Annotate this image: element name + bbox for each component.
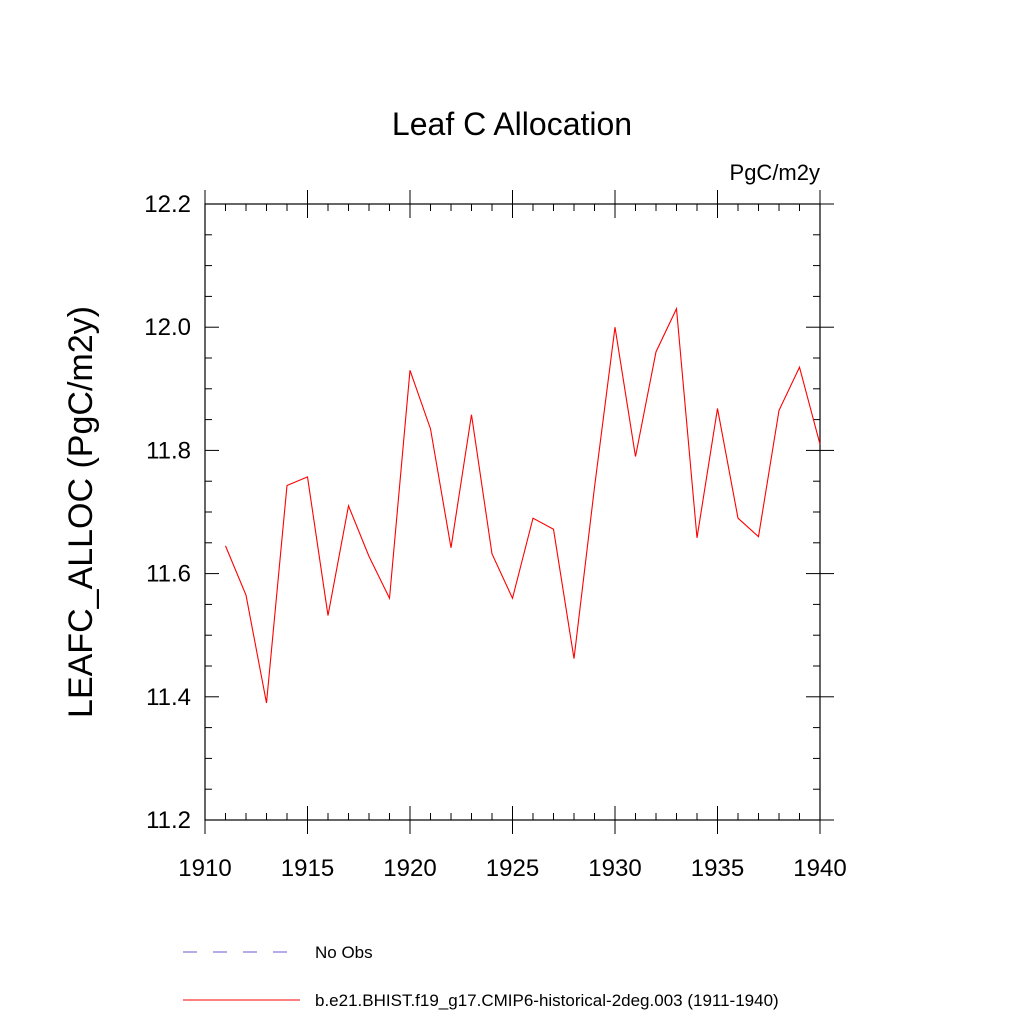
- plot-area: [204, 203, 821, 821]
- axis-tick-labels: 1910 1915 1920 1925 1930 1935 1940 11.2 11.4 11.6…: [144, 191, 846, 882]
- y-tick-label: 12.0: [144, 314, 191, 341]
- series-line: [224, 306, 821, 704]
- x-tick-label: 1925: [486, 855, 539, 882]
- y-tick-label: 11.6: [146, 561, 191, 588]
- units-label: PgC/m2y: [730, 160, 820, 185]
- y-tick-label: 11.2: [146, 807, 191, 834]
- series-layer: [224, 306, 821, 704]
- y-tick-label: 11.4: [146, 684, 191, 711]
- x-tick-label: 1915: [281, 855, 334, 882]
- x-tick-label: 1910: [178, 855, 231, 882]
- y-axis-label: LEAFC_ALLOC (PgC/m2y): [62, 306, 100, 718]
- y-tick-label: 11.8: [146, 437, 191, 464]
- x-tick-label: 1935: [691, 855, 744, 882]
- axis-ticks: [204, 190, 834, 834]
- x-tick-label: 1930: [588, 855, 641, 882]
- x-tick-label: 1920: [383, 855, 436, 882]
- legend: No Obs b.e21.BHIST.f19_g17.CMIP6-historic…: [183, 943, 779, 1010]
- x-tick-label: 1940: [793, 855, 846, 882]
- chart-title: Leaf C Allocation: [392, 106, 632, 142]
- legend-label: No Obs: [315, 943, 373, 962]
- y-tick-label: 12.2: [144, 191, 191, 218]
- legend-label: b.e21.BHIST.f19_g17.CMIP6-historical-2de…: [315, 991, 779, 1010]
- plot-frame: [204, 203, 821, 821]
